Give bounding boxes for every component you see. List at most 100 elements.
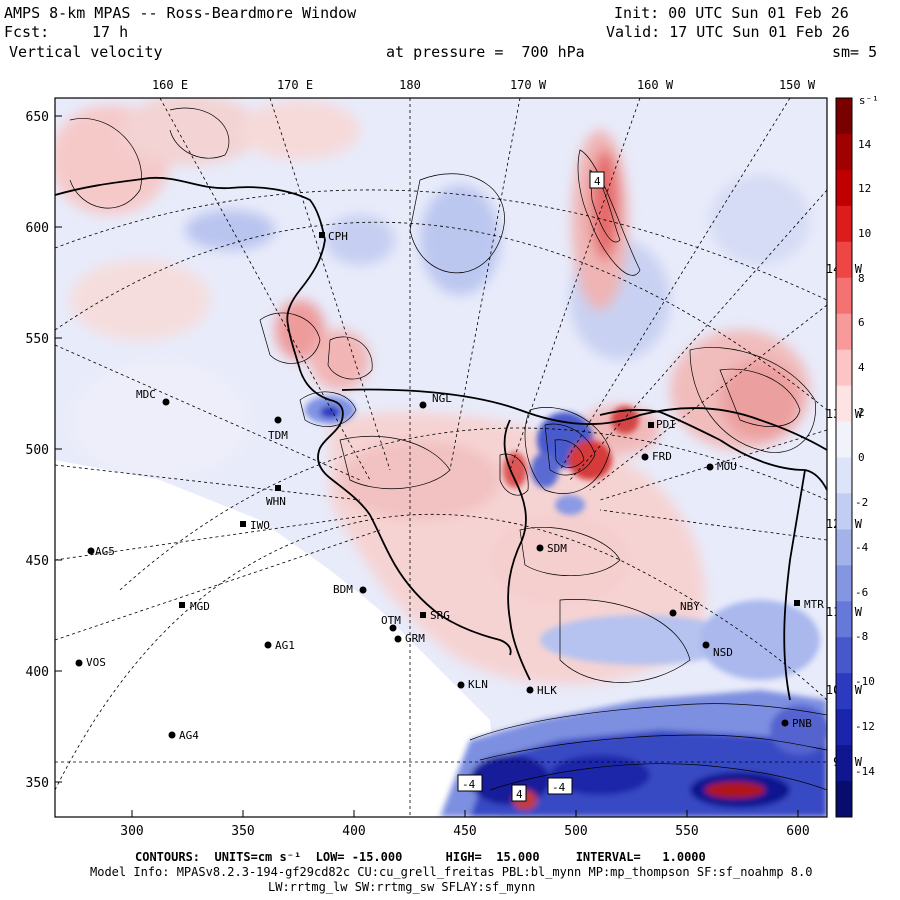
station-ag5: AG5	[87, 545, 115, 558]
colorbar-label: 14	[858, 138, 872, 151]
station-grm: GRM	[394, 632, 425, 645]
svg-text:NBY: NBY	[680, 600, 700, 613]
colorbar-label: -2	[855, 496, 868, 509]
colorbar-swatch	[836, 673, 852, 710]
colorbar-swatch	[836, 349, 852, 387]
colorbar-label: -14	[855, 765, 875, 778]
svg-text:SDM: SDM	[547, 542, 567, 555]
station-vos: VOS	[75, 656, 106, 669]
station-markers: CPH MDC TDM NGL PDI FRD MOU WHN IWO AG5 …	[75, 230, 824, 742]
station-ag4: AG4	[168, 729, 199, 742]
extremum-markers: 4 -4 4 -4	[457, 171, 605, 802]
svg-text:AG5: AG5	[95, 545, 115, 558]
station-otm: OTM	[381, 614, 401, 632]
colorbar-swatch	[836, 457, 852, 494]
colorbar-swatch	[836, 565, 852, 602]
variable-name: Vertical velocity	[9, 43, 163, 61]
x-tick-label: 400	[342, 824, 365, 839]
colorbar-label: -10	[855, 675, 875, 688]
svg-text:AG1: AG1	[275, 639, 295, 652]
contour-info: CONTOURS: UNITS=cm s⁻¹ LOW= -15.000 HIGH…	[135, 850, 706, 864]
station-mou: MOU	[706, 460, 737, 473]
valid-time: Valid: 17 UTC Sun 01 Feb 26	[606, 23, 850, 41]
x-axis-labels: 300 350 400 450 500 550 600	[120, 824, 809, 839]
colorbar-swatch	[836, 529, 852, 566]
min-marker: -4	[547, 777, 573, 795]
colorbar-label: 10	[858, 227, 871, 240]
svg-text:NSD: NSD	[713, 646, 733, 659]
station-mgd: MGD	[179, 600, 210, 613]
station-ag1: AG1	[264, 639, 295, 652]
svg-text:WHN: WHN	[266, 495, 286, 508]
max-marker: 4	[589, 171, 605, 189]
svg-text:PNB: PNB	[792, 717, 812, 730]
colorbar-label: 8	[858, 272, 865, 285]
colorbar-swatch	[836, 637, 852, 674]
station-pnb: PNB	[781, 717, 812, 730]
colorbar-swatch	[836, 133, 852, 171]
station-ngl: NGL	[419, 392, 452, 409]
station-sdm: SDM	[536, 542, 567, 555]
y-tick-label: 600	[26, 221, 49, 236]
x-tick-label: 350	[231, 824, 254, 839]
max-marker: 4	[511, 784, 527, 802]
colorbar-label: -4	[855, 541, 869, 554]
colorbar-swatch	[836, 313, 852, 351]
colorbar-frame	[835, 97, 853, 818]
colorbar-label: 6	[858, 316, 865, 329]
svg-text:4: 4	[594, 175, 601, 188]
station-hlk: HLK	[526, 684, 557, 697]
x-tick-label: 500	[564, 824, 587, 839]
y-tick-label: 500	[26, 443, 49, 458]
y-tick-label: 550	[26, 332, 49, 347]
x-tick-marks	[131, 810, 799, 817]
colorbar-swatch	[836, 421, 852, 458]
svg-text:-4: -4	[462, 778, 476, 791]
pressure-level: at pressure = 700 hPa	[386, 43, 585, 61]
svg-text:-4: -4	[552, 781, 566, 794]
colorbar-swatch	[836, 241, 852, 279]
y-tick-label: 350	[26, 776, 49, 791]
svg-text:GRM: GRM	[405, 632, 425, 645]
station-mdc: MDC	[136, 388, 170, 406]
station-kln: KLN	[457, 678, 488, 691]
svg-text:PDI: PDI	[656, 418, 676, 431]
svg-text:VOS: VOS	[86, 656, 106, 669]
colorbar-swatch	[836, 98, 852, 135]
map-title: AMPS 8-km MPAS -- Ross-Beardmore Window	[4, 4, 357, 22]
map-field	[55, 98, 827, 817]
colorbar-label: -6	[855, 586, 868, 599]
colorbar-label: -8	[855, 630, 868, 643]
x-tick-label: 450	[453, 824, 476, 839]
svg-text:4: 4	[516, 788, 523, 801]
x-tick-label: 600	[786, 824, 809, 839]
ice-shelf-region	[55, 460, 500, 817]
model-info: Model Info: MPASv8.2.3-194-gf29cd82c CU:…	[90, 865, 813, 879]
svg-text:NGL: NGL	[432, 392, 452, 405]
station-nby: NBY	[669, 600, 700, 617]
colorbar-label: 12	[858, 182, 871, 195]
svg-text:AG4: AG4	[179, 729, 199, 742]
svg-text:IWO: IWO	[250, 519, 270, 532]
colorbar-swatch	[836, 493, 852, 530]
colorbar-swatch	[836, 205, 852, 243]
lon-label: 150 W	[779, 78, 816, 92]
colorbar-swatch	[836, 277, 852, 315]
min-marker: -4	[457, 774, 483, 792]
colorbar: cm s⁻¹ 14 12 10 8 6 4 2 0 -2 -4 -6 -8 -1…	[835, 94, 879, 818]
svg-text:SRG: SRG	[430, 609, 450, 622]
smoothing-label: sm= 5	[832, 43, 878, 61]
x-tick-label: 300	[120, 824, 143, 839]
lon-label: 160 W	[637, 78, 674, 92]
y-tick-label: 650	[26, 110, 49, 125]
station-pdi: PDI	[648, 418, 676, 431]
physics-info: LW:rrtmg_lw SW:rrtmg_sw SFLAY:sf_mynn	[268, 880, 536, 894]
lon-label: 170 E	[277, 78, 313, 92]
colorbar-swatch	[836, 709, 852, 746]
y-tick-label: 450	[26, 554, 49, 569]
svg-text:FRD: FRD	[652, 450, 672, 463]
longitude-labels-top: 160 E 170 E 180 170 W 160 W 150 W	[152, 78, 816, 92]
ocean-field	[55, 98, 810, 480]
lon-label: 160 E	[152, 78, 188, 92]
